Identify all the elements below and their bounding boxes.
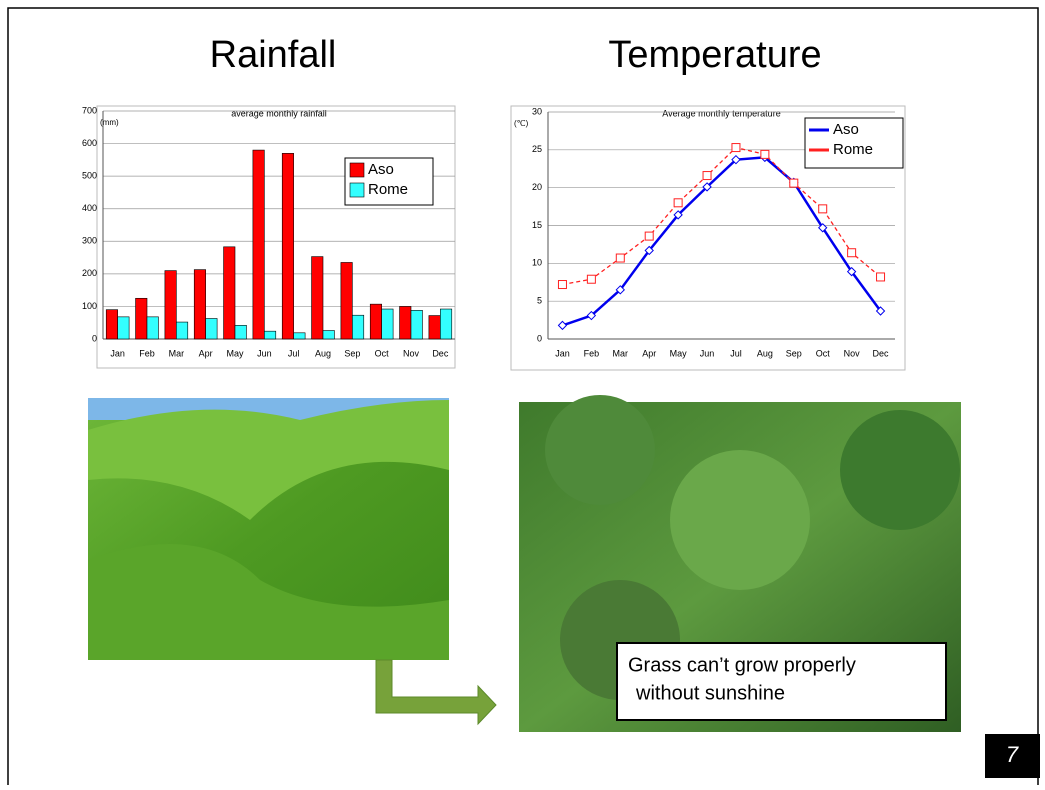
x-tick-label: Nov xyxy=(403,348,420,358)
y-tick-label: 0 xyxy=(537,333,542,343)
bar xyxy=(400,306,411,339)
marker xyxy=(558,281,566,289)
marker xyxy=(674,199,682,207)
legend-label: Aso xyxy=(833,121,859,138)
legend-label: Rome xyxy=(833,141,873,158)
x-tick-label: Dec xyxy=(873,348,890,358)
x-tick-label: Mar xyxy=(169,348,185,358)
marker xyxy=(819,205,827,213)
slide: Rainfall Temperature average monthly rai… xyxy=(0,0,1045,785)
bar xyxy=(224,247,235,339)
x-tick-label: Oct xyxy=(375,348,390,358)
x-tick-label: Oct xyxy=(816,348,831,358)
bar xyxy=(440,309,451,339)
arrow xyxy=(376,660,496,724)
chart-title: average monthly rainfall xyxy=(231,108,327,118)
bar xyxy=(294,333,305,339)
bar xyxy=(136,298,147,339)
marker xyxy=(877,273,885,281)
x-tick-label: Jul xyxy=(288,348,300,358)
marker xyxy=(703,172,711,180)
y-tick-label: 10 xyxy=(532,258,542,268)
x-tick-label: Sep xyxy=(344,348,360,358)
x-tick-label: May xyxy=(226,348,244,358)
bar xyxy=(352,315,363,339)
caption: Grass can’t grow properly xyxy=(628,654,856,676)
y-tick-label: 15 xyxy=(532,220,542,230)
legend-swatch xyxy=(350,163,364,177)
marker xyxy=(790,179,798,187)
bar xyxy=(370,304,381,339)
x-tick-label: Jun xyxy=(257,348,272,358)
x-tick-label: Feb xyxy=(139,348,155,358)
y-tick-label: 5 xyxy=(537,296,542,306)
bar xyxy=(411,310,422,339)
bar xyxy=(429,316,440,339)
bar xyxy=(341,262,352,339)
y-tick-label: 0 xyxy=(92,333,97,343)
legend-swatch xyxy=(350,183,364,197)
x-tick-label: Feb xyxy=(584,348,600,358)
bar xyxy=(264,331,275,339)
x-tick-label: Apr xyxy=(642,348,656,358)
x-tick-label: Apr xyxy=(199,348,213,358)
marker xyxy=(587,275,595,283)
bar xyxy=(194,270,205,339)
x-tick-label: Sep xyxy=(786,348,802,358)
y-tick-label: 400 xyxy=(82,203,97,213)
heading: Temperature xyxy=(608,34,821,76)
y-tick-label: 600 xyxy=(82,138,97,148)
heading: Rainfall xyxy=(210,34,337,76)
x-tick-label: Mar xyxy=(613,348,629,358)
x-tick-label: Jun xyxy=(700,348,715,358)
bar xyxy=(176,322,187,339)
bar xyxy=(253,150,264,339)
marker xyxy=(732,144,740,152)
x-tick-label: Aug xyxy=(315,348,331,358)
y-tick-label: 30 xyxy=(532,106,542,116)
bar xyxy=(382,309,393,339)
grassland-photo xyxy=(88,398,449,660)
bar xyxy=(165,271,176,339)
chart-title: Average monthly temperature xyxy=(662,108,780,118)
legend-label: Rome xyxy=(368,181,408,198)
bar xyxy=(206,318,217,339)
y-tick-label: 25 xyxy=(532,144,542,154)
bar xyxy=(235,325,246,339)
x-tick-label: May xyxy=(670,348,688,358)
y-tick-label: 200 xyxy=(82,268,97,278)
marker xyxy=(616,254,624,262)
marker xyxy=(848,249,856,257)
marker xyxy=(761,150,769,158)
marker xyxy=(645,232,653,240)
x-tick-label: Aug xyxy=(757,348,773,358)
bar xyxy=(312,257,323,339)
bar xyxy=(118,317,129,339)
rainfall-chart: average monthly rainfall(mm)010020030040… xyxy=(82,105,455,368)
x-tick-label: Jan xyxy=(110,348,125,358)
bar xyxy=(282,153,293,339)
y-tick-label: 100 xyxy=(82,301,97,311)
bar xyxy=(106,310,117,339)
y-tick-label: 20 xyxy=(532,182,542,192)
x-tick-label: Jan xyxy=(555,348,570,358)
page-number: 7 xyxy=(1006,742,1019,767)
x-tick-label: Jul xyxy=(730,348,742,358)
bar xyxy=(323,331,334,339)
y-tick-label: 700 xyxy=(82,105,97,115)
y-tick-label: 300 xyxy=(82,236,97,246)
temperature-chart: Average monthly temperature (℃) 0 5 10 15 20 25… xyxy=(511,106,905,370)
x-tick-label: Dec xyxy=(432,348,449,358)
bar xyxy=(147,317,158,339)
y-tick-label: 500 xyxy=(82,171,97,181)
y-unit: (℃) xyxy=(514,119,529,128)
legend-label: Aso xyxy=(368,161,394,178)
x-tick-label: Nov xyxy=(844,348,861,358)
caption: without sunshine xyxy=(635,682,785,704)
